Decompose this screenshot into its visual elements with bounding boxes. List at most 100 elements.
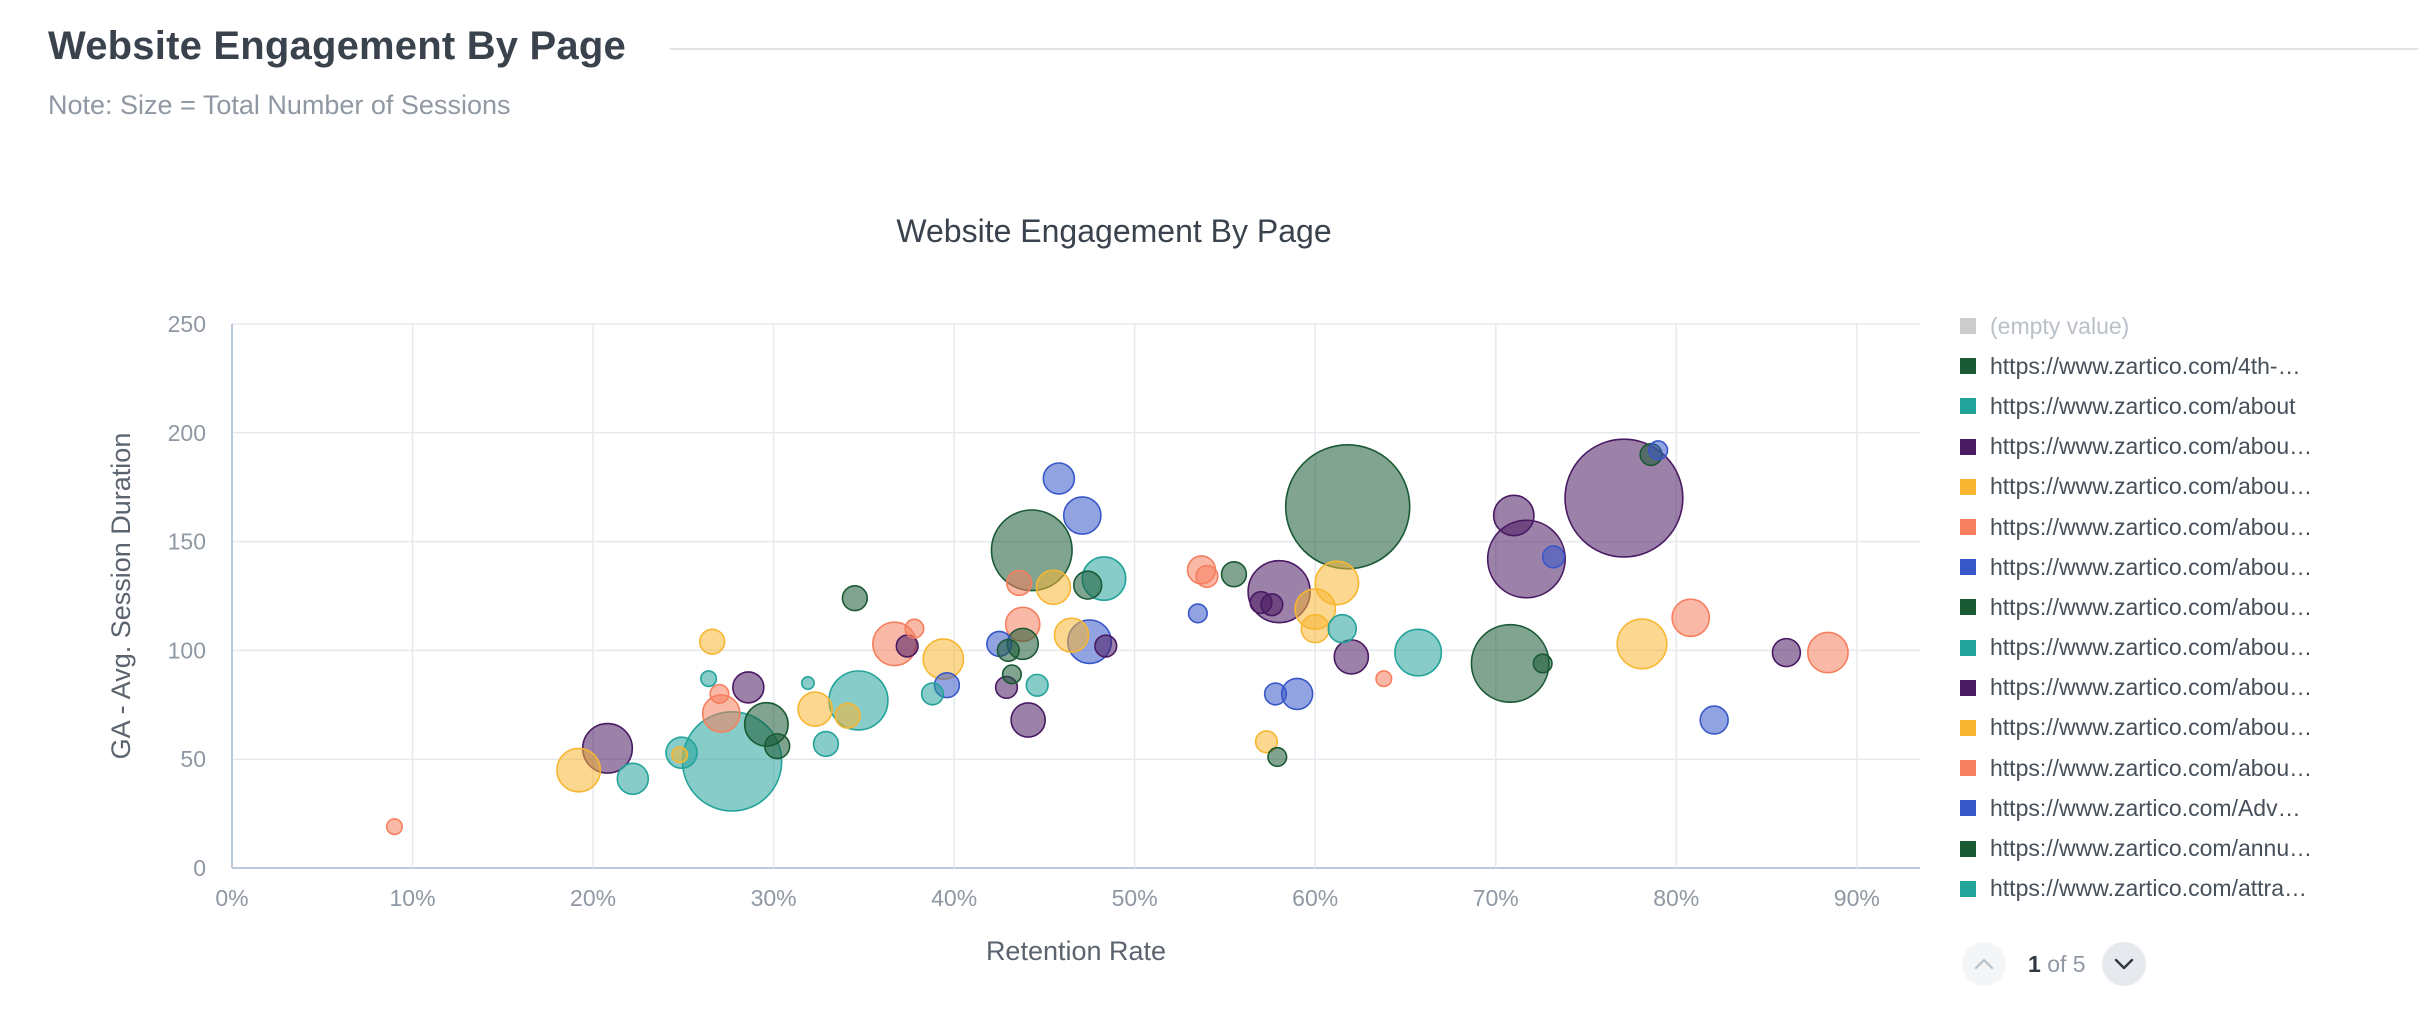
x-tick-label: 20% — [570, 885, 616, 911]
legend-item[interactable]: https://www.zartico.com/abou… — [1960, 708, 2400, 748]
data-point — [800, 676, 815, 691]
legend-item[interactable]: https://www.zartico.com/Adv… — [1960, 788, 2400, 828]
data-point — [1187, 603, 1208, 624]
data-point — [834, 702, 861, 729]
legend-label: https://www.zartico.com/abou… — [1990, 634, 2313, 661]
x-tick-label: 90% — [1834, 885, 1880, 911]
x-tick-label: 0% — [215, 885, 248, 911]
data-point — [1094, 634, 1118, 658]
legend-item[interactable]: https://www.zartico.com/about — [1960, 386, 2400, 426]
data-point — [671, 746, 689, 764]
title-divider — [670, 48, 2418, 50]
legend-label: https://www.zartico.com/abou… — [1990, 714, 2313, 741]
data-point — [385, 818, 404, 836]
x-tick-label: 10% — [390, 885, 436, 911]
legend-swatch — [1960, 599, 1976, 616]
page-header: Website Engagement By Page Note: Size = … — [48, 24, 2418, 144]
data-point — [1564, 438, 1684, 558]
x-tick-label: 30% — [751, 885, 797, 911]
legend-item[interactable]: https://www.zartico.com/abou… — [1960, 427, 2400, 467]
data-point — [797, 691, 833, 728]
data-point — [1263, 682, 1288, 706]
legend-item[interactable]: https://www.zartico.com/abou… — [1960, 547, 2400, 587]
data-point — [709, 683, 730, 705]
legend-swatch — [1960, 358, 1976, 375]
data-point — [1005, 569, 1033, 597]
data-point — [1327, 613, 1358, 644]
legend-label: https://www.zartico.com/abou… — [1990, 473, 2313, 500]
x-tick-label: 40% — [931, 885, 977, 911]
data-point — [1062, 496, 1102, 535]
legend-swatch — [1960, 438, 1976, 455]
legend-item[interactable]: https://www.zartico.com/annu… — [1960, 828, 2400, 868]
data-point — [1541, 545, 1566, 569]
legend-swatch — [1960, 760, 1976, 777]
chart-legend: (empty value) https://www.zartico.com/4th… — [1960, 306, 2400, 909]
data-point — [1072, 570, 1103, 600]
legend-item[interactable]: https://www.zartico.com/abou… — [1960, 507, 2400, 547]
legend-swatch — [1960, 559, 1976, 576]
legend-swatch — [1960, 478, 1976, 495]
data-point — [1616, 618, 1668, 670]
data-point — [1025, 673, 1049, 697]
data-point — [1035, 569, 1072, 606]
y-axis-label: GA - Avg. Session Duration — [106, 433, 136, 760]
y-tick-label: 200 — [168, 420, 206, 446]
legend-label: https://www.zartico.com/4th-… — [1990, 352, 2301, 379]
data-point — [1532, 653, 1553, 674]
legend-pager: 1 of 5 — [1962, 942, 2146, 986]
bubbles — [385, 438, 1849, 836]
legend-swatch — [1960, 639, 1976, 656]
legend-label: https://www.zartico.com/about — [1990, 392, 2296, 419]
data-point — [1394, 628, 1443, 677]
chart-container: Website Engagement By Page 0 50 100 150 200 25… — [90, 200, 1940, 1000]
legend-prev-button[interactable] — [1962, 942, 2006, 986]
legend-item[interactable]: (empty value) — [1960, 306, 2400, 346]
legend-label: https://www.zartico.com/attra… — [1990, 875, 2307, 902]
data-point — [556, 747, 602, 793]
legend-item[interactable]: https://www.zartico.com/abou… — [1960, 587, 2400, 627]
data-point — [1771, 637, 1802, 668]
legend-next-button[interactable] — [2101, 942, 2146, 986]
data-point — [1375, 670, 1393, 688]
data-point — [1053, 617, 1090, 654]
legend-item[interactable]: https://www.zartico.com/attra… — [1960, 869, 2400, 909]
chevron-up-icon — [1974, 958, 1994, 970]
legend-label: https://www.zartico.com/abou… — [1990, 593, 2313, 620]
bubble-chart: Website Engagement By Page 0 50 100 150 200 25… — [106, 213, 1920, 966]
legend-list: (empty value) https://www.zartico.com/4th… — [1960, 306, 2400, 909]
legend-swatch — [1960, 679, 1976, 696]
data-point — [841, 584, 869, 612]
data-point — [732, 671, 765, 704]
data-point — [700, 670, 718, 688]
data-point — [1010, 702, 1047, 738]
data-point — [764, 732, 791, 760]
legend-item[interactable]: https://www.zartico.com/abou… — [1960, 467, 2400, 507]
grid-lines — [231, 323, 1920, 869]
y-tick-label: 0 — [193, 855, 206, 881]
legend-swatch — [1960, 519, 1976, 536]
y-tick-label: 250 — [168, 311, 206, 337]
legend-item[interactable]: https://www.zartico.com/abou… — [1960, 668, 2400, 708]
data-point — [699, 628, 726, 655]
page-note: Note: Size = Total Number of Sessions — [48, 90, 511, 120]
legend-item[interactable]: https://www.zartico.com/abou… — [1960, 748, 2400, 788]
data-point — [1492, 494, 1535, 537]
legend-item[interactable]: https://www.zartico.com/4th-… — [1960, 346, 2400, 386]
y-tick-label: 100 — [168, 637, 206, 663]
y-tick-label: 50 — [180, 746, 206, 772]
legend-label: https://www.zartico.com/abou… — [1990, 553, 2313, 580]
legend-label: https://www.zartico.com/annu… — [1990, 835, 2313, 862]
data-point — [1267, 746, 1288, 768]
data-point — [1284, 443, 1411, 570]
legend-label: https://www.zartico.com/Adv… — [1990, 794, 2301, 821]
x-axis-label: Retention Rate — [986, 936, 1166, 966]
data-point — [1195, 564, 1219, 589]
data-point — [1806, 631, 1849, 674]
legend-swatch — [1960, 398, 1976, 415]
x-tick-label: 60% — [1292, 885, 1338, 911]
legend-label: https://www.zartico.com/abou… — [1990, 674, 2313, 701]
legend-item[interactable]: https://www.zartico.com/abou… — [1960, 628, 2400, 668]
data-point — [1671, 598, 1711, 638]
data-point — [1042, 462, 1076, 495]
